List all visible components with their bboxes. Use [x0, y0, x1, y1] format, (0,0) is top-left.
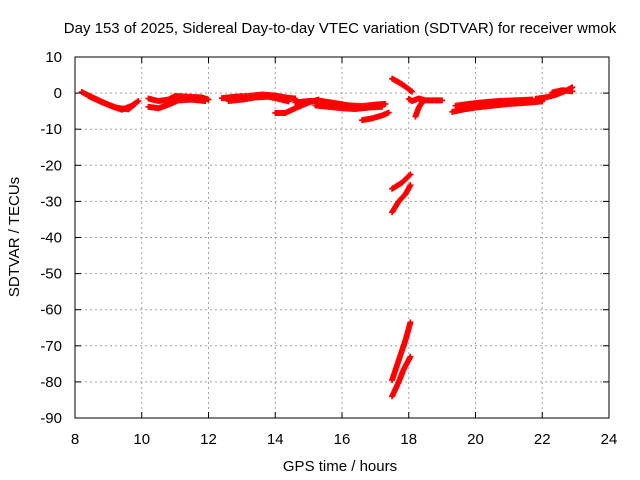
data-point: [407, 319, 414, 326]
y-tick-labels: 10 0 -10 -20 -30 -40 -50 -60 -70 -80 -90: [40, 49, 62, 427]
x-tick-label: 10: [133, 431, 150, 448]
data-point: [379, 103, 386, 110]
y-tick-label: -70: [40, 338, 62, 355]
y-tick-label: -10: [40, 121, 62, 138]
data-point: [407, 171, 414, 178]
x-tick-label: 22: [534, 431, 551, 448]
x-tick-label: 16: [334, 431, 351, 448]
data-point: [385, 109, 392, 116]
data-point: [407, 87, 414, 94]
y-tick-label: -80: [40, 374, 62, 391]
data-point: [132, 100, 139, 107]
data-point: [205, 96, 212, 103]
data-point: [569, 88, 576, 95]
y-tick-label: -40: [40, 230, 62, 247]
y-tick-label: -30: [40, 193, 62, 210]
axis-ticks: [74, 56, 610, 419]
x-tick-label: 8: [71, 431, 79, 448]
x-tick-label: 24: [601, 431, 618, 448]
y-tick-label: -50: [40, 266, 62, 283]
chart-title: Day 153 of 2025, Sidereal Day-to-day VTE…: [64, 20, 617, 37]
y-tick-label: -90: [40, 410, 62, 427]
data-points: [78, 75, 576, 400]
y-axis-label: SDTVAR / TECUs: [6, 177, 23, 297]
data-point: [407, 353, 414, 360]
y-tick-label: 10: [45, 49, 62, 66]
data-point: [406, 172, 413, 179]
grid-lines: [75, 57, 609, 418]
data-point: [285, 98, 292, 105]
x-tick-label: 12: [200, 431, 217, 448]
data-point: [382, 100, 389, 107]
y-tick-label: -20: [40, 157, 62, 174]
data-point: [409, 88, 416, 95]
x-tick-label: 18: [400, 431, 417, 448]
x-tick-label: 20: [467, 431, 484, 448]
x-tick-labels: 8 10 12 14 16 18 20 22 24: [71, 431, 618, 448]
data-point: [419, 99, 426, 106]
data-point: [135, 98, 142, 105]
data-point: [202, 98, 209, 105]
data-point: [439, 97, 446, 104]
x-tick-label: 14: [267, 431, 284, 448]
x-axis-label: GPS time / hours: [283, 458, 397, 475]
y-tick-label: -60: [40, 302, 62, 319]
y-tick-label: 0: [54, 85, 62, 102]
data-point: [130, 101, 137, 108]
data-point: [407, 182, 414, 189]
